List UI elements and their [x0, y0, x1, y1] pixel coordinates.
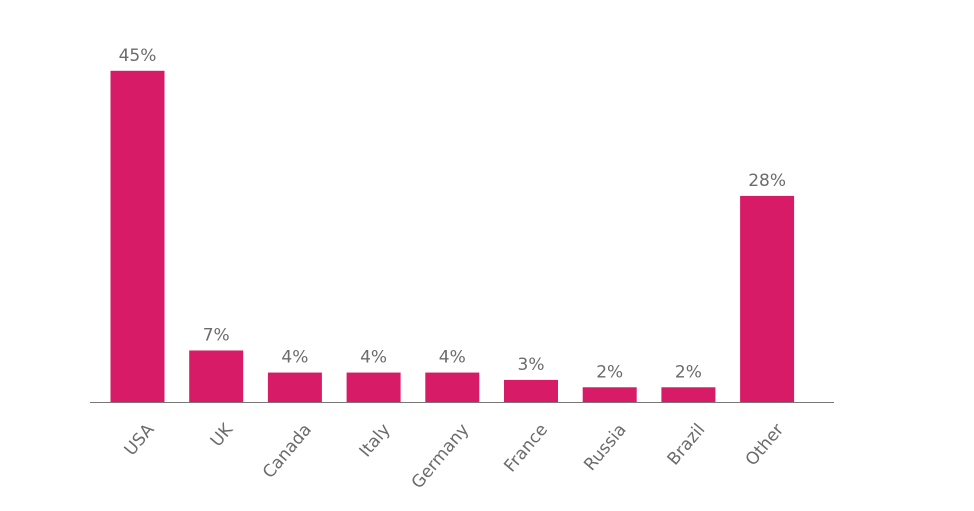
x-tick-label: UK [207, 419, 238, 451]
bar [504, 379, 558, 402]
value-label: 4% [360, 348, 387, 368]
bar [661, 387, 716, 402]
value-label: 4% [439, 348, 466, 368]
bar [425, 372, 480, 402]
x-tick-label: France [500, 420, 552, 476]
x-tick-label: Brazil [664, 420, 710, 469]
value-label: 4% [281, 348, 308, 368]
value-label: 3% [518, 355, 545, 375]
bar [346, 372, 401, 402]
bar [740, 195, 795, 402]
bar [267, 372, 322, 402]
value-label: 2% [675, 362, 702, 382]
value-label: 28% [748, 171, 786, 191]
bar [110, 70, 165, 403]
x-tick-label: Italy [356, 420, 395, 461]
value-label: 7% [203, 325, 230, 345]
value-label: 45% [119, 46, 157, 66]
x-tick-label: Other [742, 420, 788, 470]
bar [582, 387, 637, 402]
bar [189, 350, 244, 402]
x-tick-label: Russia [580, 420, 630, 475]
x-tick-label: Canada [259, 420, 316, 482]
value-label: 2% [596, 362, 623, 382]
x-tick-label: Germany [408, 420, 474, 493]
x-tick-label: USA [121, 420, 159, 460]
